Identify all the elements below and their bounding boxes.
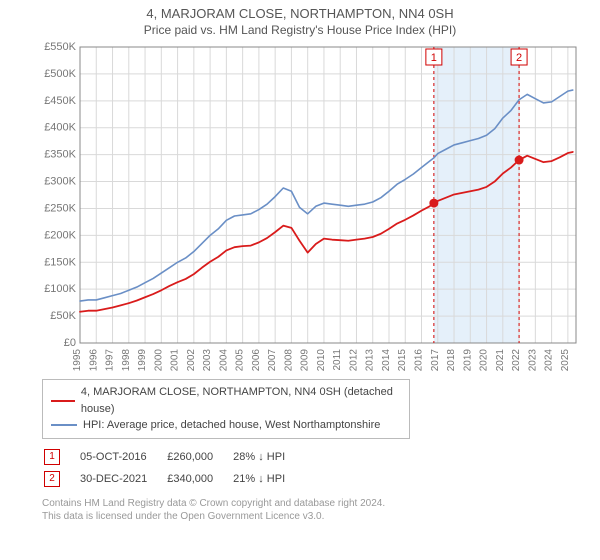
x-axis-label: 2003	[202, 349, 213, 371]
x-axis-label: 2019	[462, 349, 473, 371]
x-axis-label: 2022	[511, 349, 522, 371]
x-axis-label: 2014	[381, 349, 392, 371]
footnote-line-1: Contains HM Land Registry data © Crown c…	[42, 498, 385, 509]
table-row: 1 05-OCT-2016£260,00028% ↓ HPI	[44, 447, 303, 467]
sale-date: 30-DEC-2021	[80, 469, 165, 489]
y-axis-label: £550K	[44, 41, 76, 53]
sale-badge: 1	[44, 449, 60, 465]
sale-price: £260,000	[167, 447, 231, 467]
x-axis-label: 2002	[186, 349, 197, 371]
sale-price: £340,000	[167, 469, 231, 489]
svg-text:2: 2	[516, 52, 522, 64]
y-axis-label: £200K	[44, 229, 76, 241]
sale-delta: 21% ↓ HPI	[233, 469, 303, 489]
legend-label: 4, MARJORAM CLOSE, NORTHAMPTON, NN4 0SH …	[81, 384, 401, 417]
x-axis-label: 2007	[267, 349, 278, 371]
y-axis-label: £300K	[44, 176, 76, 188]
x-axis-label: 2020	[479, 349, 490, 371]
sale-badge: 2	[44, 471, 60, 487]
x-axis-label: 2004	[218, 349, 229, 371]
legend-item: HPI: Average price, detached house, West…	[51, 417, 401, 434]
svg-text:1: 1	[431, 52, 437, 64]
table-row: 2 30-DEC-2021£340,00021% ↓ HPI	[44, 469, 303, 489]
y-axis-label: £50K	[50, 310, 76, 322]
sales-table: 1 05-OCT-2016£260,00028% ↓ HPI 2 30-DEC-202…	[42, 445, 305, 491]
chart-svg: £0 £50K £100K £150K £200K £250K £300K £350K £400…	[42, 41, 582, 371]
x-axis-label: 2012	[348, 349, 359, 371]
x-axis-label: 2025	[560, 349, 571, 371]
x-axis-label: 2001	[170, 349, 181, 371]
x-axis-label: 2009	[300, 349, 311, 371]
sale-badge-cell: 2	[44, 469, 78, 489]
legend-label: HPI: Average price, detached house, West…	[83, 417, 380, 434]
x-axis-label: 1997	[105, 349, 116, 371]
x-axis-label: 2017	[430, 349, 441, 371]
x-axis-label: 2006	[251, 349, 262, 371]
x-axis-label: 2018	[446, 349, 457, 371]
marker-badge-1: 1	[426, 49, 442, 65]
x-axis-label: 2015	[397, 349, 408, 371]
footnote-line-2: This data is licensed under the Open Gov…	[42, 511, 324, 522]
x-axis-label: 1998	[121, 349, 132, 371]
chart-plot-area: £0 £50K £100K £150K £200K £250K £300K £350K £400…	[42, 41, 582, 371]
y-axis-label: £450K	[44, 95, 76, 107]
x-axis-label: 2011	[332, 349, 343, 371]
legend-item: 4, MARJORAM CLOSE, NORTHAMPTON, NN4 0SH …	[51, 384, 401, 417]
x-axis-label: 2008	[283, 349, 294, 371]
x-axis-label: 2024	[544, 349, 555, 371]
x-axis-label: 2013	[365, 349, 376, 371]
y-axis-label: £250K	[44, 202, 76, 214]
x-axis-label: 2021	[495, 349, 506, 371]
legend-swatch	[51, 424, 77, 426]
y-axis-label: £400K	[44, 122, 76, 134]
x-axis-label: 2005	[235, 349, 246, 371]
sale-date: 05-OCT-2016	[80, 447, 165, 467]
chart-container: { "title": "4, MARJORAM CLOSE, NORTHAMPT…	[0, 0, 600, 560]
footnote: Contains HM Land Registry data © Crown c…	[42, 497, 558, 523]
x-axis-label: 2023	[527, 349, 538, 371]
x-axis-label: 1995	[72, 349, 83, 371]
y-axis-label: £500K	[44, 68, 76, 80]
x-axis-label: 1996	[88, 349, 99, 371]
sale-dot-2	[515, 156, 524, 165]
chart-title: 4, MARJORAM CLOSE, NORTHAMPTON, NN4 0SH	[0, 0, 600, 21]
legend: 4, MARJORAM CLOSE, NORTHAMPTON, NN4 0SH …	[42, 379, 410, 439]
sale-delta: 28% ↓ HPI	[233, 447, 303, 467]
y-axis-label: £350K	[44, 149, 76, 161]
y-axis-label: £150K	[44, 256, 76, 268]
legend-swatch	[51, 400, 75, 402]
x-axis-label: 1999	[137, 349, 148, 371]
x-axis-label: 2016	[414, 349, 425, 371]
chart-subtitle: Price paid vs. HM Land Registry's House …	[0, 21, 600, 41]
y-axis-label: £100K	[44, 283, 76, 295]
sale-badge-cell: 1	[44, 447, 78, 467]
sale-dot-1	[429, 199, 438, 208]
marker-badge-2: 2	[511, 49, 527, 65]
x-axis-label: 2000	[153, 349, 164, 371]
x-axis-label: 2010	[316, 349, 327, 371]
y-axis-label: £0	[64, 337, 76, 349]
